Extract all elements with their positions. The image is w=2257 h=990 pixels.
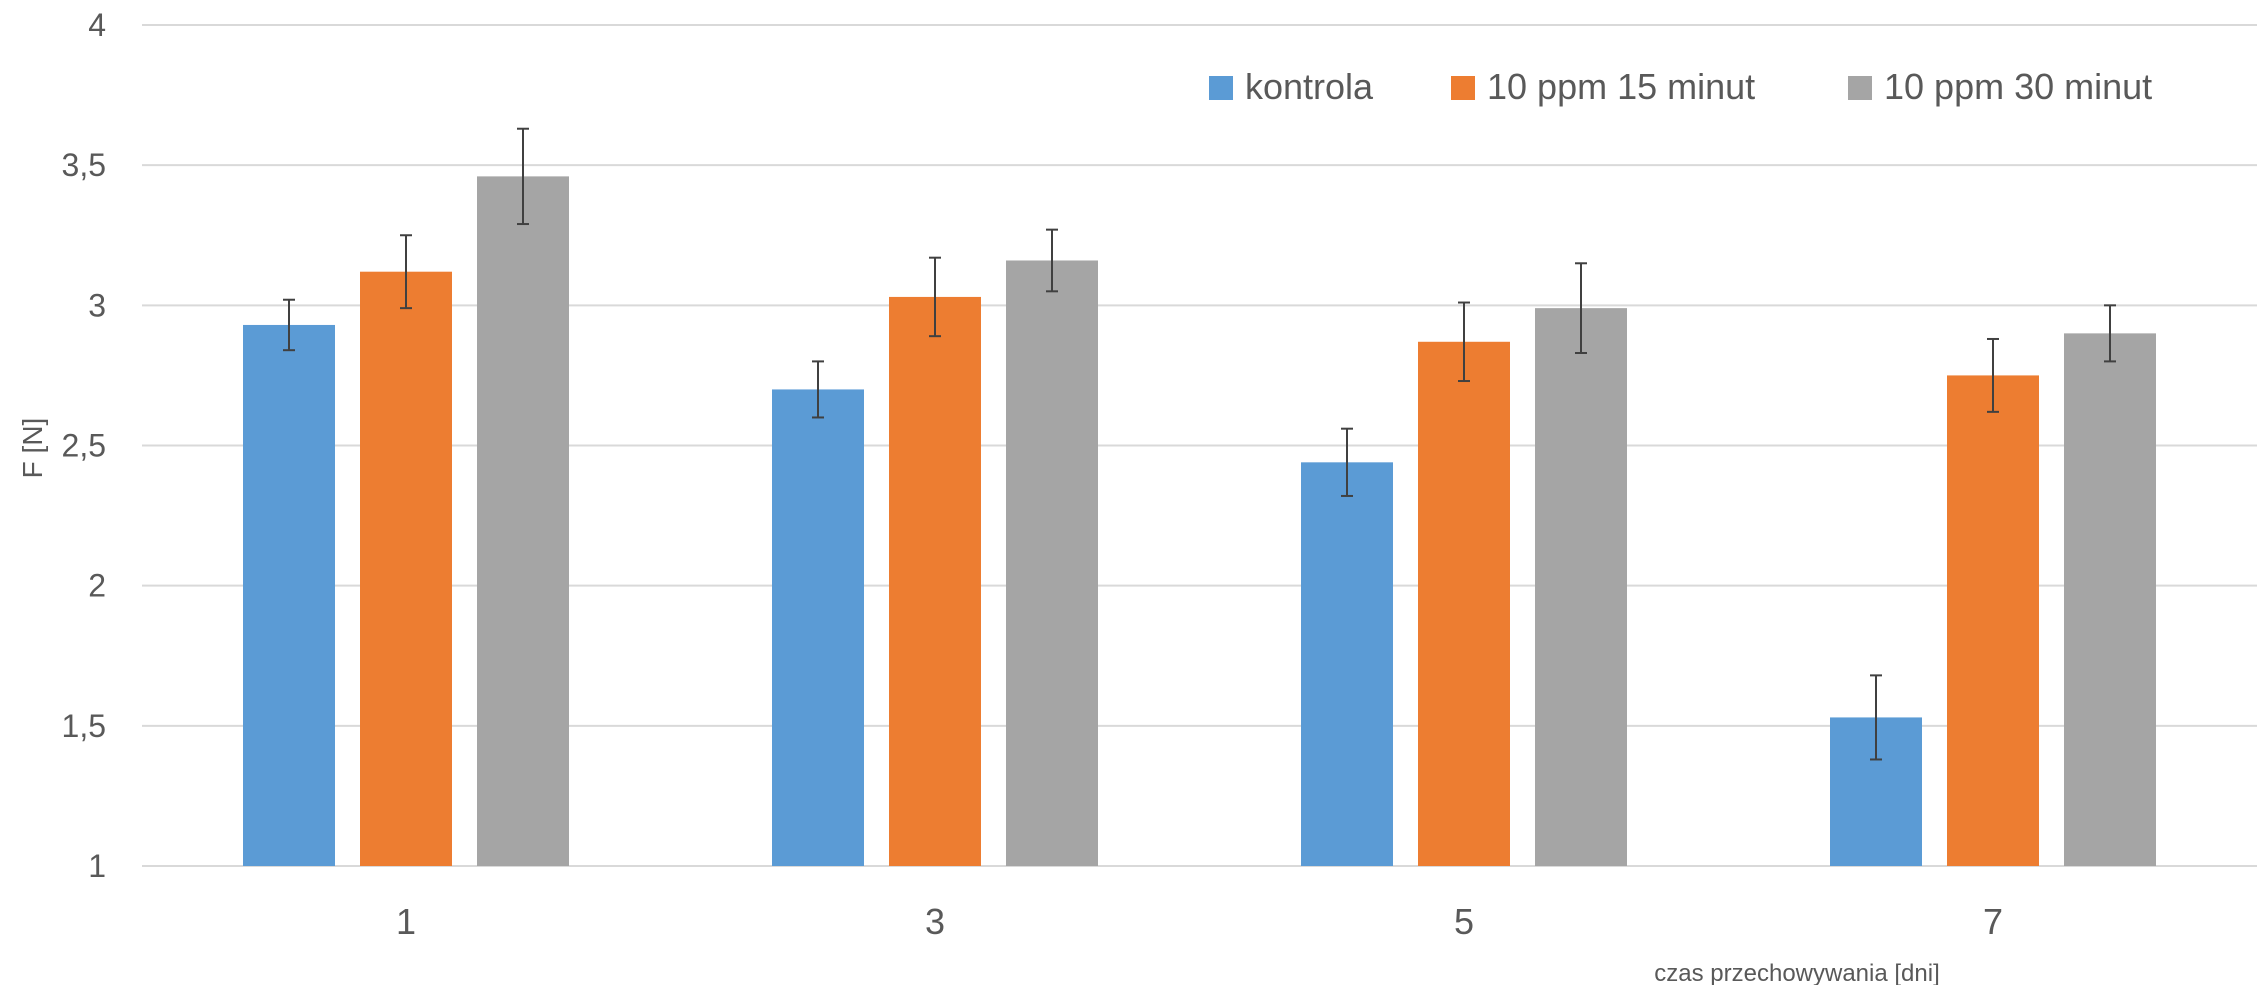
- bar: [1418, 341, 1510, 866]
- bar: [477, 176, 569, 866]
- x-axis-ticks: 1 3 5 7: [396, 901, 2003, 942]
- y-tick-label: 1,5: [62, 708, 106, 744]
- bar: [243, 324, 335, 866]
- y-tick-label: 4: [88, 7, 106, 43]
- x-tick-label: 1: [396, 901, 416, 942]
- x-tick-label: 7: [1983, 901, 2003, 942]
- x-tick-label: 3: [925, 901, 945, 942]
- bar: [1301, 462, 1393, 866]
- y-tick-label: 2: [88, 568, 106, 604]
- legend-swatch: [1848, 76, 1872, 100]
- x-tick-label: 5: [1454, 901, 1474, 942]
- y-axis-label: F [N]: [17, 418, 48, 479]
- bar: [1535, 308, 1627, 866]
- y-tick-label: 3: [88, 287, 106, 323]
- bar: [1006, 260, 1098, 867]
- legend-swatch: [1451, 76, 1475, 100]
- y-tick-label: 1: [88, 848, 106, 884]
- bars: [243, 176, 2156, 867]
- bar: [772, 389, 864, 866]
- y-tick-label: 2,5: [62, 428, 106, 464]
- bar: [889, 296, 981, 866]
- bar: [1947, 375, 2039, 866]
- legend-label: kontrola: [1245, 66, 1374, 107]
- legend-swatch: [1209, 76, 1233, 100]
- gridlines: [142, 24, 2257, 867]
- y-axis-ticks: 1 1,5 2 2,5 3 3,5 4: [62, 7, 106, 884]
- x-axis-label: czas przechowywania [dni]: [1654, 960, 1939, 985]
- bar: [360, 271, 452, 866]
- legend: kontrola 10 ppm 15 minut 10 ppm 30 minut: [1209, 66, 2152, 107]
- y-tick-label: 3,5: [62, 147, 106, 183]
- legend-label: 10 ppm 15 minut: [1487, 66, 1755, 107]
- error-bars: [283, 127, 2116, 761]
- bar: [2064, 333, 2156, 866]
- legend-label: 10 ppm 30 minut: [1884, 66, 2152, 107]
